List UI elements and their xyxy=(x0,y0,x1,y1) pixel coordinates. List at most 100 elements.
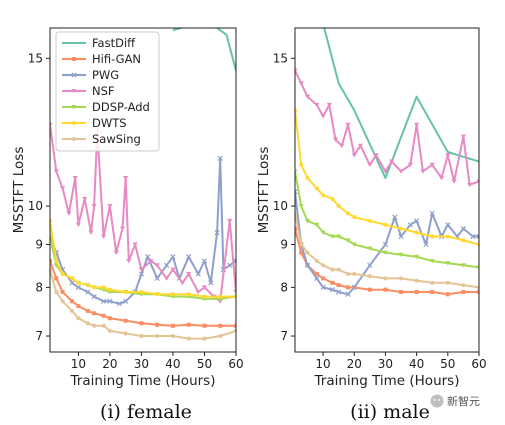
data-point xyxy=(195,289,201,295)
data-point xyxy=(170,267,176,272)
data-point xyxy=(202,323,207,328)
data-point xyxy=(155,292,160,297)
data-point xyxy=(429,162,435,168)
data-point xyxy=(76,304,81,309)
data-point xyxy=(383,287,388,292)
data-point xyxy=(445,292,450,297)
data-point xyxy=(476,265,479,270)
data-point xyxy=(138,267,145,272)
legend: FastDiff Hifi-GAN PWG NSF DDSP-Add DWTS SawSin… xyxy=(55,31,160,152)
data-point xyxy=(70,276,75,281)
data-point xyxy=(320,284,326,290)
data-point xyxy=(70,299,75,304)
series-pwg xyxy=(295,189,479,297)
x-tick-label: 50 xyxy=(440,357,455,371)
series-nsf xyxy=(295,68,479,188)
x-axis-label: Training Time (Hours) xyxy=(70,373,216,389)
data-point xyxy=(382,250,389,256)
data-point xyxy=(295,189,298,195)
data-point xyxy=(186,292,191,297)
data-point xyxy=(414,230,419,235)
data-point xyxy=(101,323,106,328)
data-point xyxy=(389,159,395,164)
legend-marker xyxy=(72,57,76,61)
data-point xyxy=(329,287,336,293)
data-point xyxy=(460,225,467,232)
data-point xyxy=(91,293,97,300)
data-point xyxy=(139,289,144,294)
legend-label: Hifi-GAN xyxy=(92,52,141,66)
data-point xyxy=(295,68,298,74)
data-point xyxy=(398,252,404,258)
x-tick-label: 50 xyxy=(197,357,212,371)
series-fastdiff xyxy=(172,28,236,71)
data-point xyxy=(345,238,351,243)
data-point xyxy=(54,259,59,264)
data-point xyxy=(75,284,81,290)
data-point xyxy=(423,241,429,248)
data-point xyxy=(107,204,113,209)
legend-entry-sawsing: SawSing xyxy=(62,132,141,146)
series-hifi-gan xyxy=(50,259,236,328)
data-point xyxy=(217,155,223,161)
data-point xyxy=(304,94,311,100)
data-point xyxy=(314,275,320,281)
data-point xyxy=(155,322,160,327)
data-point xyxy=(170,334,175,339)
panel-male: 10 20 30 40 50 60 7 8 9 10 15 Training Time (Hours)… xyxy=(256,27,487,389)
data-point xyxy=(420,169,426,174)
data-point xyxy=(430,234,435,239)
data-point xyxy=(116,301,122,307)
data-point xyxy=(467,182,473,188)
data-point xyxy=(82,196,88,202)
data-point xyxy=(314,186,319,191)
data-point xyxy=(170,323,175,328)
legend-label: PWG xyxy=(92,68,119,82)
data-point xyxy=(72,176,78,181)
data-point xyxy=(329,234,336,239)
data-point xyxy=(92,323,97,328)
data-point xyxy=(345,291,351,297)
x-tick-label: 30 xyxy=(134,357,149,371)
data-point xyxy=(119,226,126,232)
series-sawsing xyxy=(295,211,479,290)
data-point xyxy=(299,242,304,247)
data-point xyxy=(70,308,75,313)
data-point xyxy=(399,226,404,231)
series-sawsing xyxy=(50,267,236,341)
data-point xyxy=(123,331,128,336)
data-point xyxy=(407,162,413,168)
wechat-icon xyxy=(430,394,444,408)
data-point xyxy=(138,271,145,277)
data-point xyxy=(460,134,467,139)
data-point xyxy=(330,267,335,272)
data-point xyxy=(164,262,170,268)
data-point xyxy=(298,204,304,209)
x-tick-label: 10 xyxy=(315,357,330,371)
legend-label: FastDiff xyxy=(92,36,136,50)
data-point xyxy=(326,102,332,108)
data-point xyxy=(145,254,151,260)
data-point xyxy=(54,289,59,294)
data-point xyxy=(470,233,476,240)
data-point xyxy=(336,283,341,288)
legend-entry-hifi-gan: Hifi-GAN xyxy=(62,52,141,66)
data-point xyxy=(107,298,113,304)
x-tick-label: 30 xyxy=(378,357,393,371)
legend-label: DDSP-Add xyxy=(92,100,150,114)
panel-female: 10 20 30 40 50 60 7 8 9 10 15 Training Time (Hours)… xyxy=(11,27,244,389)
data-point xyxy=(69,280,75,286)
legend-label: DWTS xyxy=(92,116,127,130)
data-point xyxy=(100,298,107,304)
data-point xyxy=(414,254,420,260)
data-point xyxy=(345,122,351,128)
data-point xyxy=(477,289,479,294)
data-point xyxy=(139,321,144,326)
data-point xyxy=(139,334,144,339)
data-point xyxy=(50,122,53,128)
data-point xyxy=(429,210,435,217)
x-tick-label: 40 xyxy=(165,357,180,371)
data-point xyxy=(414,278,419,283)
y-tick-label: 15 xyxy=(273,51,288,65)
legend-marker xyxy=(71,105,77,110)
